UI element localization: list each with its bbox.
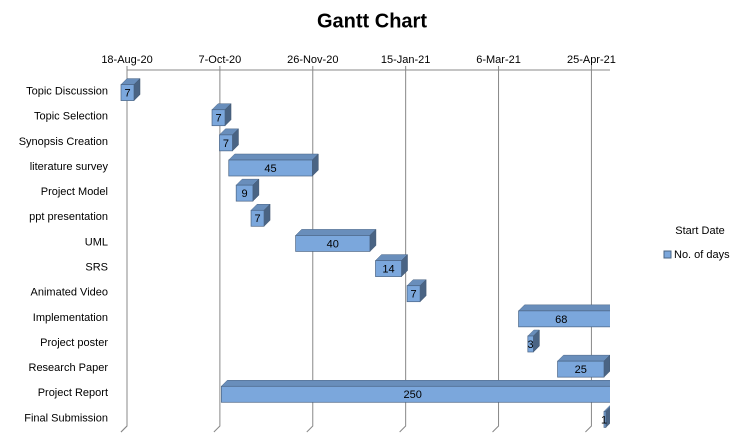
data-label: 3 bbox=[528, 339, 534, 351]
grid-line bbox=[492, 66, 500, 433]
legend-label: No. of days bbox=[674, 249, 730, 261]
bar-hidden bbox=[121, 411, 604, 427]
bar bbox=[219, 134, 233, 152]
bar-hidden bbox=[121, 210, 251, 226]
bar-side bbox=[686, 380, 692, 402]
y-tick-label: UML bbox=[85, 236, 108, 248]
bar bbox=[120, 84, 135, 101]
legend-label: Start Date bbox=[675, 225, 725, 237]
y-tick-label: Implementation bbox=[33, 312, 108, 324]
bar bbox=[211, 109, 226, 127]
bar-side bbox=[645, 305, 651, 327]
grid-line bbox=[399, 66, 407, 433]
bar-hidden bbox=[121, 311, 519, 327]
y-tick-label: Project poster bbox=[40, 337, 108, 349]
x-tick-label: 7-Oct-20 bbox=[198, 54, 241, 66]
grid-line bbox=[585, 66, 592, 433]
data-label: 9 bbox=[241, 188, 247, 200]
data-label: 40 bbox=[327, 238, 339, 250]
bar bbox=[557, 360, 605, 378]
bar-hidden bbox=[121, 361, 558, 377]
y-tick-label: literature survey bbox=[30, 161, 109, 173]
data-label: 14 bbox=[382, 263, 394, 275]
y-tick-label: SRS bbox=[85, 261, 108, 273]
y-tick-label: Topic Selection bbox=[34, 111, 108, 123]
bar-top bbox=[228, 153, 319, 161]
bar-top bbox=[517, 304, 610, 312]
bar-hidden bbox=[121, 336, 528, 352]
grid-line bbox=[120, 66, 128, 433]
y-tick-label: Synopsis Creation bbox=[19, 136, 108, 148]
bar-hidden bbox=[121, 110, 212, 126]
data-label: 25 bbox=[575, 364, 587, 376]
y-tick-label: Final Submission bbox=[24, 412, 108, 424]
bar bbox=[406, 285, 421, 303]
bar-hidden bbox=[121, 185, 236, 201]
data-label: 68 bbox=[555, 314, 567, 326]
data-label: 250 bbox=[403, 389, 421, 401]
bar bbox=[603, 411, 607, 428]
bar-hidden bbox=[121, 235, 296, 251]
data-label: 7 bbox=[223, 138, 229, 150]
bar-hidden bbox=[121, 286, 407, 302]
y-tick-label: Research Paper bbox=[29, 362, 109, 374]
bar bbox=[235, 184, 254, 202]
y-tick-label: ppt presentation bbox=[29, 211, 108, 223]
bar bbox=[220, 385, 610, 403]
bar bbox=[250, 209, 265, 227]
bar-hidden bbox=[121, 135, 219, 151]
bar bbox=[228, 159, 313, 177]
bar-hidden bbox=[121, 261, 376, 277]
y-tick-label: Topic Discussion bbox=[26, 85, 108, 97]
data-label: 45 bbox=[264, 163, 276, 175]
bar bbox=[375, 260, 402, 277]
x-tick-label: 26-Nov-20 bbox=[287, 54, 338, 66]
data-label: 7 bbox=[215, 113, 221, 125]
bar-top bbox=[556, 354, 610, 362]
y-tick-label: Project Model bbox=[41, 186, 108, 198]
grid-line bbox=[213, 66, 221, 433]
y-tick-label: Animated Video bbox=[31, 287, 108, 299]
legend-marker bbox=[663, 250, 672, 259]
bars bbox=[120, 77, 692, 429]
bar bbox=[518, 310, 610, 328]
y-tick-label: Project Report bbox=[38, 387, 108, 399]
x-tick-label: 6-Mar-21 bbox=[476, 54, 521, 66]
data-label: 7 bbox=[411, 289, 417, 301]
x-tick-label: 18-Aug-20 bbox=[101, 54, 152, 66]
grid-line bbox=[306, 66, 314, 433]
bar-top bbox=[295, 229, 377, 236]
x-tick-label: 25-Apr-21 bbox=[567, 54, 616, 66]
data-label: 7 bbox=[124, 87, 130, 99]
data-label: 1 bbox=[601, 414, 607, 426]
bar-hidden bbox=[121, 160, 229, 176]
bar bbox=[527, 335, 534, 353]
bar-top bbox=[220, 380, 610, 387]
x-tick-label: 15-Jan-21 bbox=[381, 54, 431, 66]
bar-hidden bbox=[121, 386, 221, 402]
bar bbox=[295, 235, 371, 252]
chart-title: Gantt Chart bbox=[317, 10, 427, 32]
data-label: 7 bbox=[254, 213, 260, 225]
